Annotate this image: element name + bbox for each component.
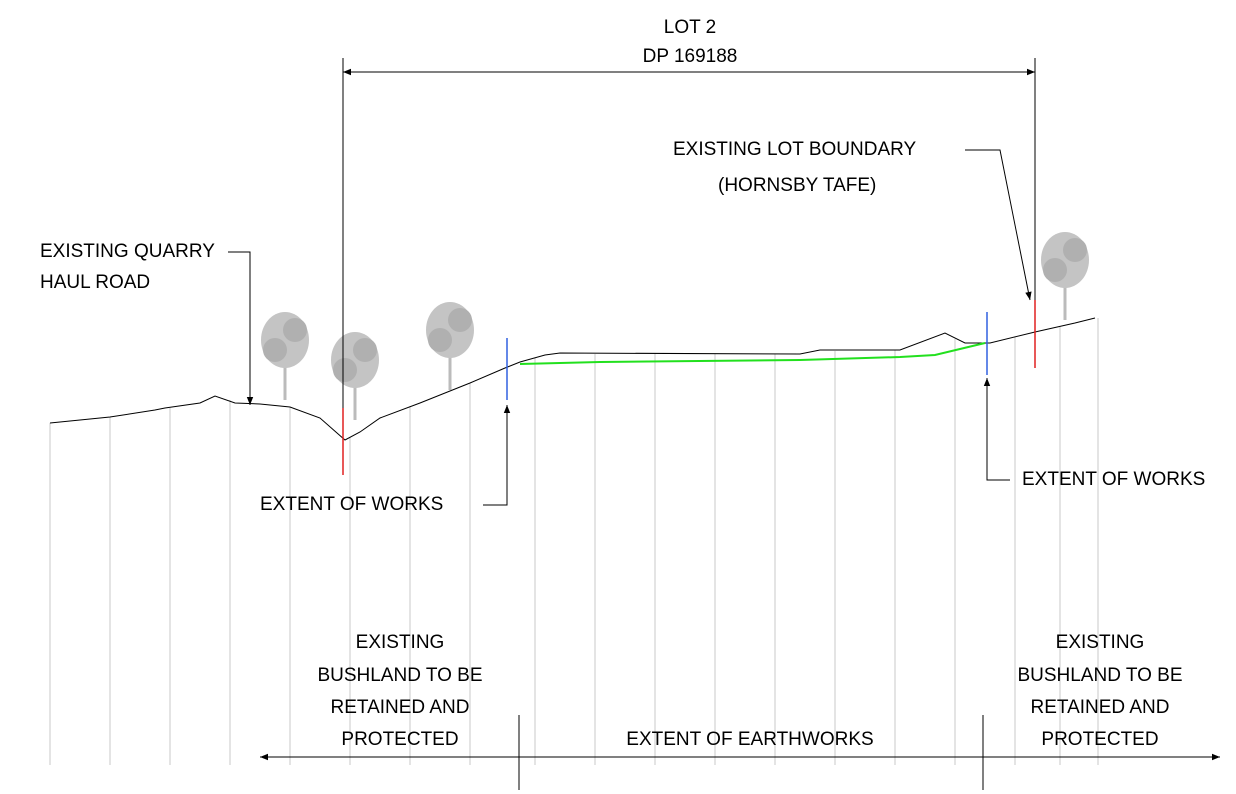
- design-level: [519, 342, 986, 365]
- leader: [483, 405, 511, 506]
- zone-label: PROTECTED: [1041, 729, 1158, 750]
- callout: HAUL ROAD: [40, 272, 150, 293]
- callout: (HORNSBY TAFE): [718, 175, 876, 196]
- leader: [228, 251, 254, 405]
- zone-label: EXISTING: [356, 632, 445, 653]
- zone-label: BUSHLAND TO BE: [317, 665, 482, 686]
- grid-verticals: [49, 318, 1099, 765]
- dimension-label: DP 169188: [643, 46, 738, 67]
- trees: [259, 230, 1091, 422]
- callout: EXISTING QUARRY: [40, 241, 215, 262]
- zone-label: RETAINED AND: [1030, 697, 1169, 718]
- callout: EXISTING LOT BOUNDARY: [673, 139, 917, 160]
- zone-label: EXISTING: [1056, 632, 1145, 653]
- leader: [965, 149, 1032, 301]
- callout: EXTENT OF WORKS: [1022, 469, 1205, 490]
- terrain: [49, 317, 1096, 441]
- zone-label: EXTENT OF EARTHWORKS: [626, 729, 873, 750]
- callout: EXTENT OF WORKS: [260, 494, 443, 515]
- leader: [983, 378, 1010, 481]
- zone-label: BUSHLAND TO BE: [1017, 665, 1182, 686]
- dimension-label: LOT 2: [664, 17, 716, 38]
- zone-label: PROTECTED: [341, 729, 458, 750]
- zone-label: RETAINED AND: [330, 697, 469, 718]
